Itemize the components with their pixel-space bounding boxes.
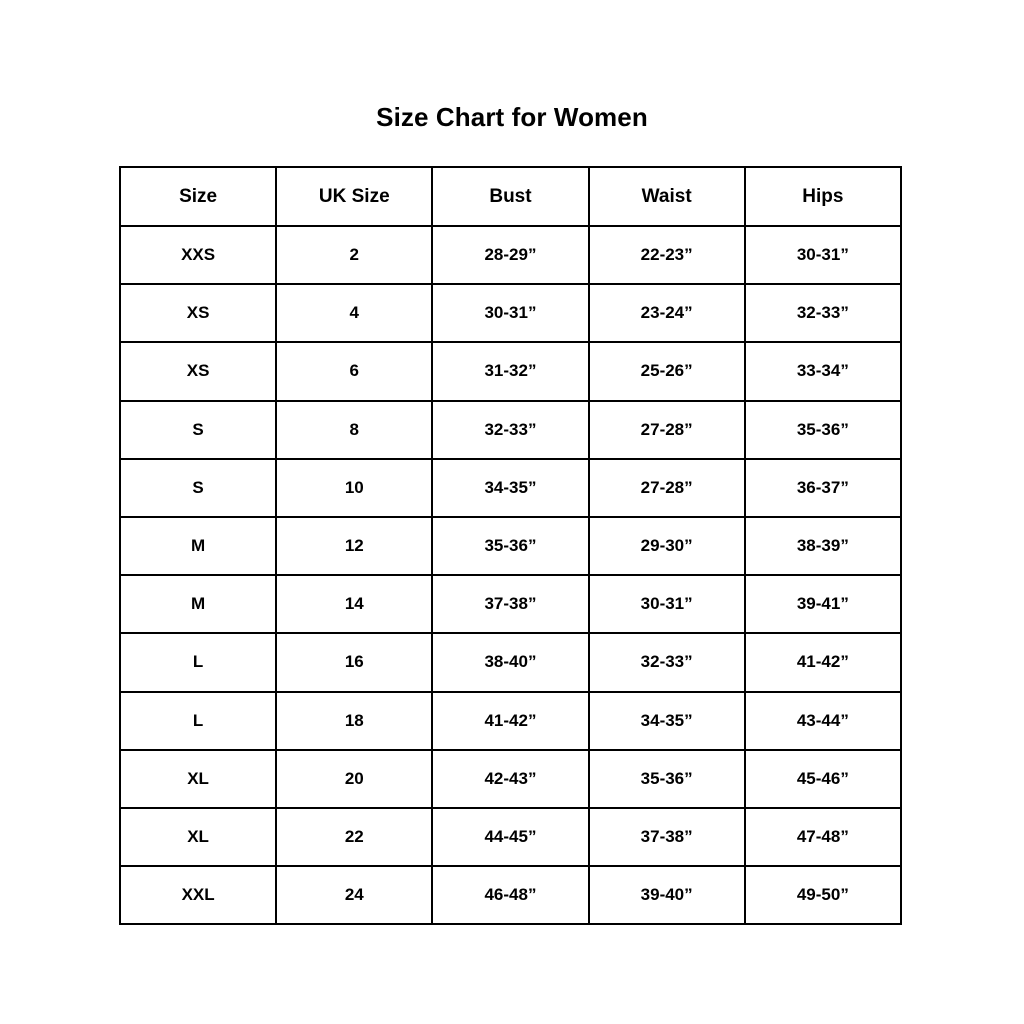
- cell-waist: 23-24”: [587, 283, 746, 344]
- table-row: XS 6 31-32” 25-26” 33-34”: [118, 341, 902, 402]
- cell-size: XS: [118, 283, 278, 344]
- column-header-hips: Hips: [743, 166, 902, 227]
- cell-bust: 28-29”: [431, 224, 590, 286]
- cell-bust: 34-35”: [431, 457, 590, 518]
- cell-bust: 30-31”: [431, 283, 590, 344]
- table-row: M 12 35-36” 29-30” 38-39”: [118, 515, 902, 577]
- cell-uk-size: 8: [275, 399, 434, 460]
- column-header-bust: Bust: [431, 166, 590, 227]
- table-row: S 10 34-35” 27-28” 36-37”: [118, 457, 902, 518]
- cell-waist: 27-28”: [587, 399, 746, 460]
- cell-size: L: [118, 690, 278, 751]
- cell-waist: 34-35”: [587, 690, 746, 751]
- size-chart-table: Size UK Size Bust Waist Hips XXS 2 28-29…: [118, 166, 902, 926]
- cell-waist: 37-38”: [587, 806, 746, 868]
- column-header-uk-size: UK Size: [275, 166, 434, 227]
- cell-bust: 32-33”: [431, 399, 590, 460]
- table-row: XL 20 42-43” 35-36” 45-46”: [118, 748, 902, 809]
- cell-hips: 45-46”: [743, 748, 902, 809]
- cell-hips: 43-44”: [743, 690, 902, 751]
- table-row: XL 22 44-45” 37-38” 47-48”: [118, 806, 902, 868]
- column-header-size: Size: [118, 166, 278, 227]
- cell-uk-size: 14: [275, 574, 434, 635]
- table-body: XXS 2 28-29” 22-23” 30-31” XS 4 30-31” 2…: [118, 224, 902, 926]
- table-row: L 16 38-40” 32-33” 41-42”: [118, 632, 902, 693]
- cell-waist: 27-28”: [587, 457, 746, 518]
- cell-size: M: [118, 574, 278, 635]
- cell-uk-size: 18: [275, 690, 434, 751]
- cell-size: L: [118, 632, 278, 693]
- cell-bust: 46-48”: [431, 865, 590, 926]
- cell-waist: 30-31”: [587, 574, 746, 635]
- cell-size: S: [118, 457, 278, 518]
- cell-uk-size: 10: [275, 457, 434, 518]
- cell-uk-size: 16: [275, 632, 434, 693]
- cell-uk-size: 24: [275, 865, 434, 926]
- table-row: L 18 41-42” 34-35” 43-44”: [118, 690, 902, 751]
- cell-size: S: [118, 399, 278, 460]
- cell-uk-size: 2: [275, 224, 434, 286]
- cell-hips: 39-41”: [743, 574, 902, 635]
- cell-bust: 35-36”: [431, 515, 590, 577]
- cell-waist: 39-40”: [587, 865, 746, 926]
- cell-hips: 33-34”: [743, 341, 902, 402]
- cell-uk-size: 20: [275, 748, 434, 809]
- cell-waist: 22-23”: [587, 224, 746, 286]
- cell-hips: 32-33”: [743, 283, 902, 344]
- cell-hips: 30-31”: [743, 224, 902, 286]
- table-row: M 14 37-38” 30-31” 39-41”: [118, 574, 902, 635]
- cell-waist: 32-33”: [587, 632, 746, 693]
- column-header-waist: Waist: [587, 166, 746, 227]
- size-table-container: Size UK Size Bust Waist Hips XXS 2 28-29…: [118, 166, 902, 926]
- cell-size: XL: [118, 748, 278, 809]
- cell-bust: 44-45”: [431, 806, 590, 868]
- cell-uk-size: 6: [275, 341, 434, 402]
- cell-size: M: [118, 515, 278, 577]
- table-row: XXL 24 46-48” 39-40” 49-50”: [118, 865, 902, 926]
- cell-size: XL: [118, 806, 278, 868]
- cell-waist: 35-36”: [587, 748, 746, 809]
- page-title: Size Chart for Women: [376, 102, 648, 132]
- cell-hips: 36-37”: [743, 457, 902, 518]
- cell-bust: 41-42”: [431, 690, 590, 751]
- header-row: Size UK Size Bust Waist Hips: [118, 166, 902, 227]
- table-row: XXS 2 28-29” 22-23” 30-31”: [118, 224, 902, 286]
- cell-bust: 37-38”: [431, 574, 590, 635]
- cell-uk-size: 4: [275, 283, 434, 344]
- cell-bust: 31-32”: [431, 341, 590, 402]
- table-row: S 8 32-33” 27-28” 35-36”: [118, 399, 902, 460]
- cell-hips: 38-39”: [743, 515, 902, 577]
- cell-bust: 42-43”: [431, 748, 590, 809]
- cell-uk-size: 12: [275, 515, 434, 577]
- cell-size: XXL: [118, 865, 278, 926]
- cell-hips: 49-50”: [743, 865, 902, 926]
- cell-waist: 25-26”: [587, 341, 746, 402]
- cell-hips: 41-42”: [743, 632, 902, 693]
- cell-bust: 38-40”: [431, 632, 590, 693]
- cell-waist: 29-30”: [587, 515, 746, 577]
- cell-size: XXS: [118, 224, 278, 286]
- cell-hips: 47-48”: [743, 806, 902, 868]
- cell-uk-size: 22: [275, 806, 434, 868]
- table-row: XS 4 30-31” 23-24” 32-33”: [118, 283, 902, 344]
- table-header: Size UK Size Bust Waist Hips: [118, 166, 902, 227]
- cell-hips: 35-36”: [743, 399, 902, 460]
- cell-size: XS: [118, 341, 278, 402]
